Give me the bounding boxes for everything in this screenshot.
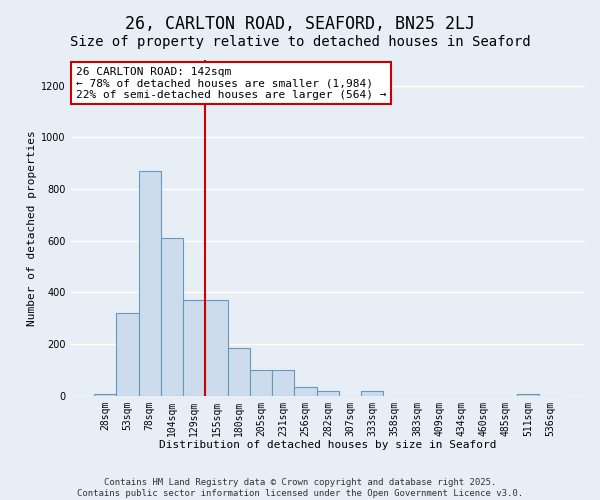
Bar — [94, 394, 116, 396]
Bar — [161, 238, 183, 396]
Bar — [227, 348, 250, 396]
Bar — [295, 386, 317, 396]
Bar — [139, 171, 161, 396]
Bar — [250, 370, 272, 396]
Bar — [517, 394, 539, 396]
X-axis label: Distribution of detached houses by size in Seaford: Distribution of detached houses by size … — [159, 440, 497, 450]
Bar — [361, 390, 383, 396]
Bar — [183, 300, 205, 396]
Bar — [116, 313, 139, 396]
Y-axis label: Number of detached properties: Number of detached properties — [27, 130, 37, 326]
Text: Size of property relative to detached houses in Seaford: Size of property relative to detached ho… — [70, 35, 530, 49]
Bar — [272, 370, 295, 396]
Bar — [205, 300, 227, 396]
Bar — [317, 390, 339, 396]
Text: Contains HM Land Registry data © Crown copyright and database right 2025.
Contai: Contains HM Land Registry data © Crown c… — [77, 478, 523, 498]
Text: 26 CARLTON ROAD: 142sqm
← 78% of detached houses are smaller (1,984)
22% of semi: 26 CARLTON ROAD: 142sqm ← 78% of detache… — [76, 66, 386, 100]
Text: 26, CARLTON ROAD, SEAFORD, BN25 2LJ: 26, CARLTON ROAD, SEAFORD, BN25 2LJ — [125, 15, 475, 33]
